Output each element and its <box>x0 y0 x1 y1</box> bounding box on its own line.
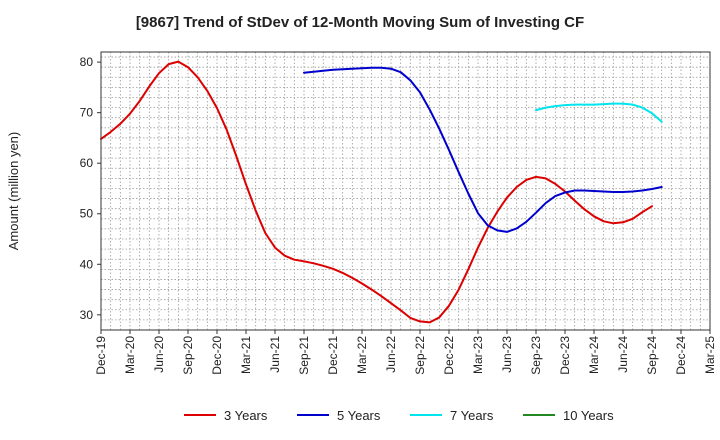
x-tick-label: Dec-23 <box>558 336 572 375</box>
x-tick-label: Sep-22 <box>413 336 427 375</box>
x-tick-label: Dec-22 <box>442 336 456 375</box>
x-tick-label: Sep-21 <box>297 336 311 375</box>
y-tick-label: 70 <box>80 106 94 120</box>
x-tick-label: Sep-23 <box>529 336 543 375</box>
x-tick-label: Sep-24 <box>645 336 659 375</box>
legend-label-3: 7 Years <box>450 408 494 423</box>
x-tick-label: Dec-24 <box>674 336 688 375</box>
legend-label-2: 5 Years <box>337 408 381 423</box>
x-tick-label: Sep-20 <box>181 336 195 375</box>
x-tick-label: Jun-23 <box>500 336 514 373</box>
series-line-3 <box>535 102 663 123</box>
y-tick-labels: 30 40 50 60 70 80 <box>80 55 101 322</box>
series-line-1 <box>100 60 653 324</box>
y-tick-label: 80 <box>80 55 94 69</box>
chart-title: [9867] Trend of StDev of 12-Month Moving… <box>135 14 585 31</box>
x-tick-label: Mar-22 <box>355 336 369 374</box>
y-tick-label: 30 <box>80 308 94 322</box>
legend-label-1: 3 Years <box>224 408 268 423</box>
x-tick-label: Jun-22 <box>384 336 398 373</box>
x-tick-label: Jun-21 <box>268 336 282 373</box>
series-layer <box>100 60 663 324</box>
y-tick-label: 40 <box>80 257 94 271</box>
legend: 3 Years 5 Years 7 Years 10 Years <box>184 408 614 423</box>
x-tick-label: Mar-23 <box>471 336 485 374</box>
x-tick-label: Mar-21 <box>239 336 253 374</box>
y-tick-label: 50 <box>80 207 94 221</box>
x-tick-label: Jun-20 <box>152 336 166 373</box>
x-tick-label: Mar-25 <box>703 336 717 374</box>
series-line-2 <box>303 66 663 233</box>
plot-frame <box>100 51 711 331</box>
x-tick-label: Dec-19 <box>94 336 108 375</box>
x-tick-label: Dec-21 <box>326 336 340 375</box>
x-tick-label: Mar-20 <box>123 336 137 374</box>
y-tick-label: 60 <box>80 156 94 170</box>
x-tick-label: Dec-20 <box>210 336 224 375</box>
x-tick-label: Mar-24 <box>587 336 601 374</box>
x-tick-label: Jun-24 <box>616 336 630 373</box>
y-axis-title: Amount (million yen) <box>6 132 21 251</box>
legend-label-4: 10 Years <box>563 408 614 423</box>
x-tick-labels: Dec-19 Mar-20 Jun-20 Sep-20 Dec-20 Mar-21 Jun-… <box>94 330 717 375</box>
grid-layer <box>100 52 711 331</box>
